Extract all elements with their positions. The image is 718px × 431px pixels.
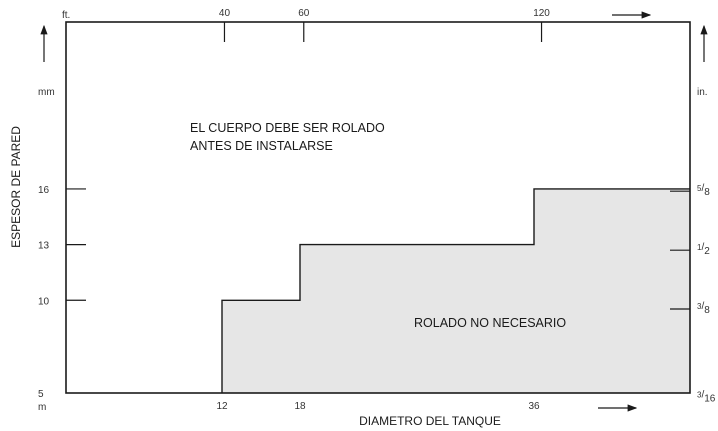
bottom-unit-label: m [38,402,46,413]
fraction-denominator: 8 [704,187,710,198]
right-unit-label: in. [697,87,708,98]
fraction-slash: / [701,183,704,194]
fraction-numerator: 5 [697,184,702,193]
fraction-denominator: 2 [704,246,710,257]
fraction-slash: / [701,242,704,253]
left-unit-label: mm [38,87,55,98]
y-tick-label-right: 5/8 [697,183,710,198]
x-tick-label-top: 60 [298,8,310,19]
region-label-above-line1: EL CUERPO DEBE SER ROLADO [190,121,385,135]
top-unit-label: ft. [62,10,70,21]
y-tick-label-right: 3/16 [697,389,716,404]
fraction-denominator: 16 [704,393,716,404]
y-tick-label-left: 10 [38,296,50,307]
rolado-no-necesario-region [222,188,690,393]
x-tick-label-bottom: 36 [528,401,540,412]
plot-frame [65,21,691,394]
x-tick-label-top: 40 [219,8,231,19]
region-label-below: ROLADO NO NECESARIO [414,316,566,330]
fraction-slash: / [701,301,704,312]
x-tick-label-bottom: 18 [294,401,306,412]
region-label-above-line2: ANTES DE INSTALARSE [190,139,333,153]
tick-marks [66,22,690,310]
fraction-numerator: 1 [697,243,702,252]
rolling-limit-line [221,188,690,393]
y-tick-label-right: 3/8 [697,301,710,316]
fraction-numerator: 3 [697,302,702,311]
y-axis-title: ESPESOR DE PARED [9,126,23,248]
fraction-slash: / [701,389,704,400]
y-tick-label-left: 13 [38,241,50,252]
fraction-numerator: 3 [697,390,702,399]
x-axis-title: DIAMETRO DEL TANQUE [359,414,501,428]
y-tick-label-left: 16 [38,185,50,196]
fraction-denominator: 8 [704,305,710,316]
x-tick-label-bottom: 12 [216,401,228,412]
x-tick-label-top: 120 [533,8,550,19]
y-tick-label-right: 1/2 [697,242,710,257]
y-tick-label-left: 5 [38,389,44,400]
